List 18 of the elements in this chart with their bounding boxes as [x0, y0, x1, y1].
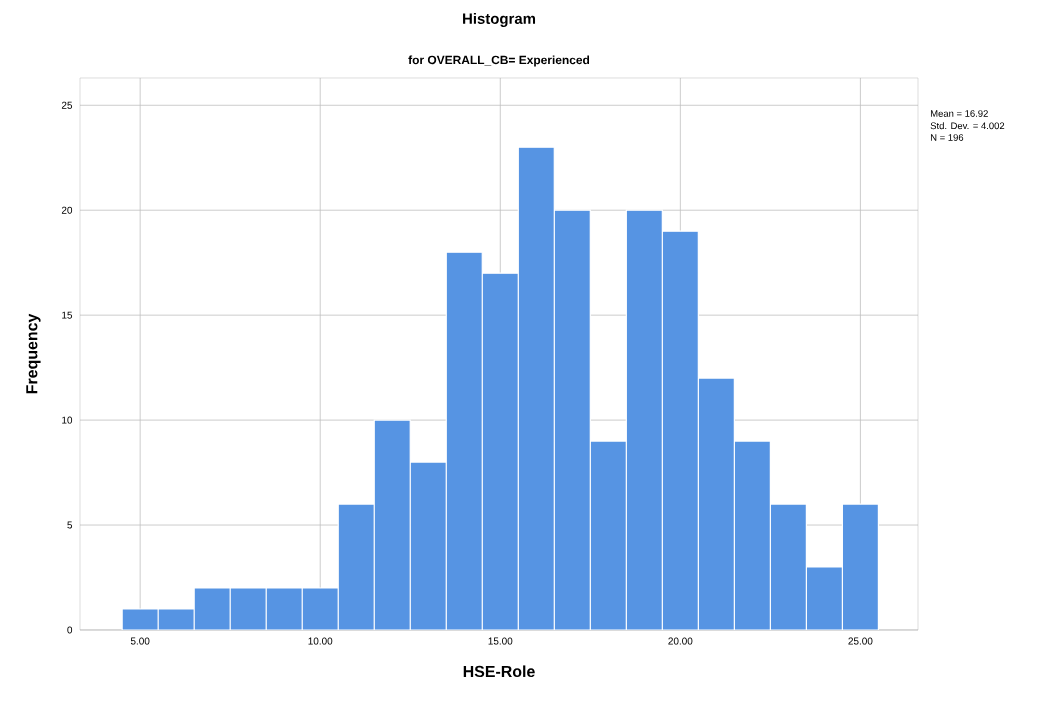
x-tick-label: 10.00: [308, 637, 333, 645]
x-tick-label: 5.00: [130, 637, 150, 645]
x-tick-label: 15.00: [488, 637, 513, 645]
text: Std. Dev. = 4.002: [930, 122, 1005, 130]
text: Mean = 16.92: [930, 110, 988, 117]
x-tick-label: 25.00: [848, 637, 873, 645]
chart-subtitle: for OVERALL_CB= Experienced: [408, 55, 590, 67]
y-tick-label: 5: [67, 521, 73, 529]
y-tick-label: 0: [67, 626, 73, 634]
text: N = 196: [930, 134, 964, 141]
y-tick-label: 25: [61, 101, 73, 109]
x-axis-title: HSE-Role: [463, 665, 535, 678]
y-axis-title: Frequency: [26, 313, 41, 394]
y-tick-label: 15: [62, 311, 73, 319]
y-tick-label: 10: [62, 416, 73, 424]
chart-title: Histogram: [463, 12, 536, 27]
y-tick-label: 20: [61, 206, 73, 214]
x-tick-label: 20.00: [668, 637, 693, 645]
